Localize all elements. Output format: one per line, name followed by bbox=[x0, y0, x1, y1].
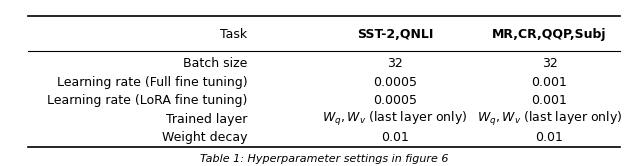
Text: Learning rate (LoRA fine tuning): Learning rate (LoRA fine tuning) bbox=[47, 94, 247, 107]
Text: $W_q, W_v$ (last layer only): $W_q, W_v$ (last layer only) bbox=[323, 110, 468, 128]
Text: Batch size: Batch size bbox=[183, 57, 247, 70]
Text: MR,CR,QQP,Subj: MR,CR,QQP,Subj bbox=[492, 28, 607, 41]
Text: Learning rate (Full fine tuning): Learning rate (Full fine tuning) bbox=[56, 76, 247, 89]
Text: 32: 32 bbox=[387, 57, 403, 70]
Text: 0.01: 0.01 bbox=[536, 131, 563, 144]
Text: SST-2,QNLI: SST-2,QNLI bbox=[357, 28, 433, 41]
Text: Trained layer: Trained layer bbox=[166, 113, 247, 126]
Text: Task: Task bbox=[220, 28, 247, 41]
Text: $W_q, W_v$ (last layer only): $W_q, W_v$ (last layer only) bbox=[477, 110, 622, 128]
Text: 0.0005: 0.0005 bbox=[373, 76, 417, 89]
Text: Weight decay: Weight decay bbox=[162, 131, 247, 144]
Text: 0.01: 0.01 bbox=[381, 131, 409, 144]
Text: 0.001: 0.001 bbox=[532, 76, 568, 89]
Text: 0.001: 0.001 bbox=[532, 94, 568, 107]
Text: Table 1: Hyperparameter settings in figure 6: Table 1: Hyperparameter settings in figu… bbox=[200, 154, 449, 164]
Text: 0.0005: 0.0005 bbox=[373, 94, 417, 107]
Text: 32: 32 bbox=[541, 57, 557, 70]
